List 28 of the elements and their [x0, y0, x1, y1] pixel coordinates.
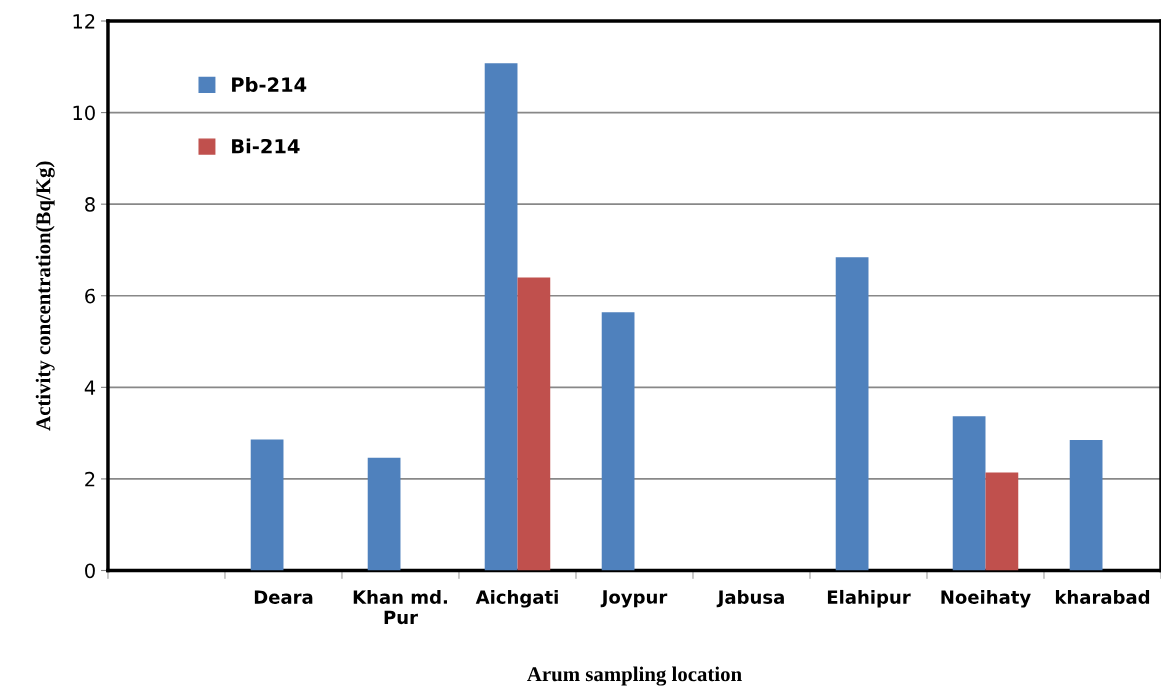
x-tick-label: Noeihaty: [941, 589, 1031, 608]
x-tick-label: Joypur: [600, 590, 668, 608]
legend-label: Pb-214: [232, 76, 307, 93]
x-tick-label: Jabusa: [716, 589, 784, 608]
bar: [367, 457, 401, 571]
y-tick-label: 2: [85, 471, 95, 487]
bar: [952, 416, 986, 571]
x-tick-label: Deara: [254, 590, 313, 604]
x-tick-label: Aichgati: [475, 589, 558, 608]
bar: [517, 277, 551, 571]
y-axis-title: Activity concentration(Bq/Kg): [35, 161, 55, 431]
x-axis-title: Arum sampling location: [527, 666, 742, 686]
x-tick-label: Khan md. Pur: [353, 589, 448, 625]
bar: [985, 472, 1019, 571]
bar: [484, 63, 518, 571]
y-tick-label: 8: [85, 197, 95, 212]
x-tick-label: kharabad: [1055, 589, 1150, 604]
legend-label: Bi-214: [232, 138, 300, 154]
y-tick-label: 0: [85, 563, 95, 579]
y-tick-label: 4: [84, 380, 96, 395]
bar: [601, 312, 635, 571]
y-tick-label: 6: [85, 288, 95, 304]
x-tick-label: Elahipur: [827, 589, 911, 608]
y-tick-label: 12: [73, 13, 95, 29]
y-tick-label: 10: [73, 105, 95, 121]
bar: [1069, 439, 1103, 571]
bar: [250, 439, 284, 571]
bar: [835, 257, 869, 571]
